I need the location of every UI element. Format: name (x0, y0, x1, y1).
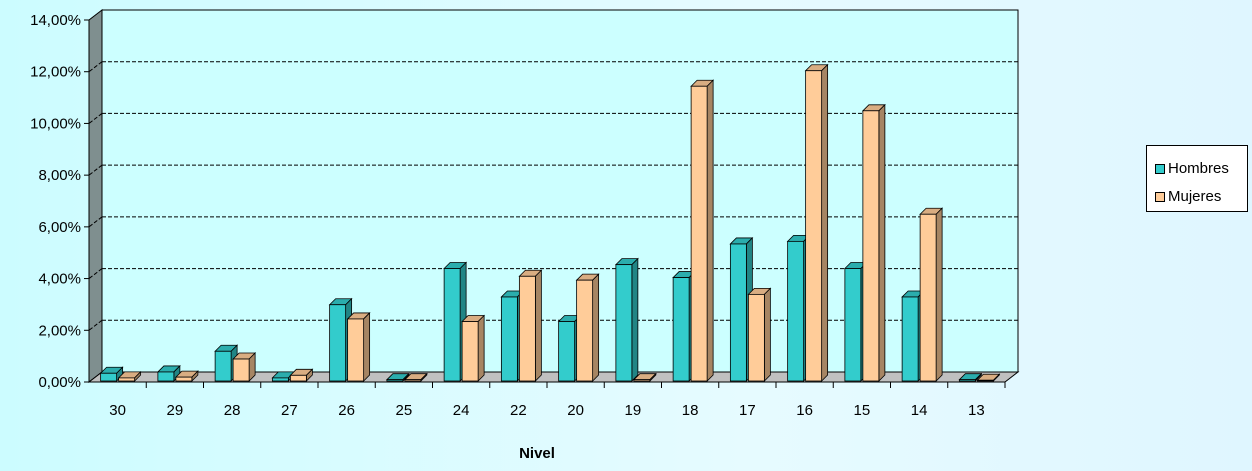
bar-side-mujeres (821, 63, 829, 382)
legend: Hombres Mujeres (1146, 145, 1248, 212)
bar-hombres (100, 372, 118, 382)
x-tick-label: 16 (796, 402, 813, 419)
bar-side-mujeres (878, 103, 886, 382)
y-tick-label: 12,00% (30, 64, 81, 81)
bar-mujeres (919, 213, 937, 382)
bar-hombres (901, 296, 919, 382)
bar-side-mujeres (706, 79, 714, 382)
bar-hombres (729, 243, 747, 382)
bar-hombres (214, 350, 232, 382)
bar-side-mujeres (363, 311, 371, 382)
gridline-side (88, 61, 103, 73)
bar-mujeres (347, 318, 365, 382)
bar-hombres (558, 321, 576, 382)
bar-hombres (672, 277, 690, 382)
x-tick-label: 26 (338, 402, 355, 419)
y-tick-label: 10,00% (30, 115, 81, 132)
bar-hombres (787, 240, 805, 382)
bar-hombres (271, 377, 289, 382)
bar-mujeres (289, 374, 307, 382)
y-tick-label: 6,00% (38, 219, 81, 236)
bar-hombres (157, 371, 175, 382)
bar-mujeres (747, 293, 765, 382)
side-wall (88, 8, 103, 384)
x-tick-label: 27 (281, 402, 298, 419)
bar-hombres (329, 304, 347, 382)
x-tick-label: 24 (453, 402, 470, 419)
legend-item-hombres: Hombres (1155, 160, 1229, 177)
y-tick-label: 2,00% (38, 322, 81, 339)
bar-mujeres (805, 70, 823, 382)
gridline-side (88, 164, 103, 176)
legend-label-hombres: Hombres (1168, 160, 1229, 177)
x-tick-label: 25 (396, 402, 413, 419)
bar-hombres (386, 379, 404, 382)
x-tick-label: 29 (167, 402, 184, 419)
x-axis-title: Nivel (519, 445, 555, 462)
x-tick-label: 22 (510, 402, 527, 419)
y-tick-label: 8,00% (38, 167, 81, 184)
bar-mujeres (175, 376, 193, 382)
legend-swatch-hombres (1155, 163, 1165, 174)
bar-side-hombres (631, 257, 639, 382)
y-tick-label: 4,00% (38, 271, 81, 288)
bar-hombres (443, 268, 461, 382)
bar-mujeres (976, 379, 994, 382)
x-tick-label: 20 (567, 402, 584, 419)
bar-mujeres (404, 379, 422, 382)
bar-mujeres (518, 275, 536, 382)
x-tick-label: 28 (224, 402, 241, 419)
y-tick-label: 14,00% (30, 12, 81, 29)
bar-mujeres (232, 358, 250, 382)
bar-hombres (500, 296, 518, 382)
bar-mujeres (862, 110, 880, 382)
x-tick-label: 15 (854, 402, 871, 419)
bar-side-mujeres (534, 269, 542, 382)
bar-side-mujeres (763, 287, 771, 382)
bar-mujeres (690, 85, 708, 382)
legend-swatch-mujeres (1155, 191, 1165, 202)
bar-hombres (844, 268, 862, 382)
bar-side-mujeres (477, 314, 485, 382)
gridline-side (88, 268, 103, 279)
x-tick-label: 18 (682, 402, 699, 419)
x-tick-label: 17 (739, 402, 756, 419)
gridline-side (88, 216, 103, 228)
bar-side-mujeres (935, 207, 943, 382)
bar-hombres (615, 264, 633, 382)
x-tick-label: 30 (109, 402, 126, 419)
gridline-side (88, 319, 103, 331)
y-tick-label: 0,00% (38, 374, 81, 391)
bar-hombres (958, 379, 976, 382)
x-tick-label: 14 (911, 402, 928, 419)
legend-label-mujeres: Mujeres (1168, 188, 1222, 205)
gridline-side (88, 113, 103, 124)
bar-side-mujeres (592, 273, 600, 382)
x-tick-label: 19 (625, 402, 642, 419)
bar-mujeres (118, 377, 136, 382)
x-tick-label: 13 (968, 402, 985, 419)
legend-item-mujeres: Mujeres (1155, 188, 1221, 205)
bar-mujeres (576, 279, 594, 382)
bar-mujeres (461, 321, 479, 382)
bar-mujeres (633, 379, 651, 382)
